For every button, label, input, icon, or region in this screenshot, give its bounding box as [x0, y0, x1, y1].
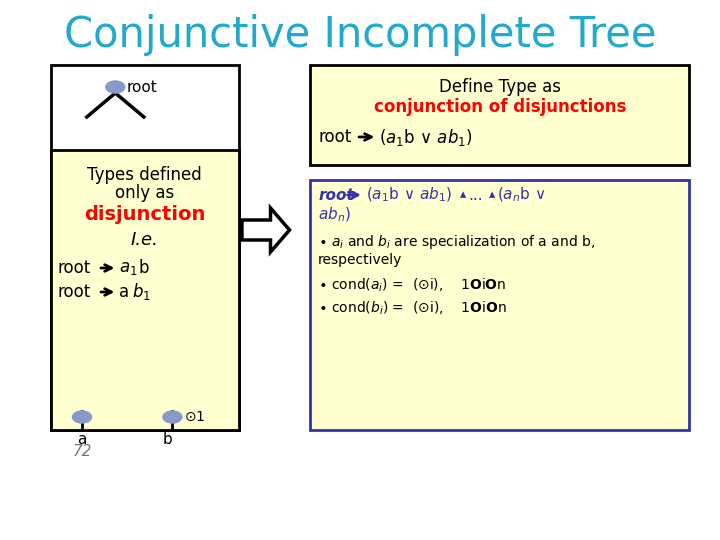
Text: root: root: [127, 79, 158, 94]
Text: $\odot$1: $\odot$1: [184, 410, 205, 424]
Text: b: b: [138, 259, 148, 277]
Text: $\bullet$ $a_i$ and $b_i$ are specialization of a and b,: $\bullet$ $a_i$ and $b_i$ are specializa…: [318, 233, 595, 251]
Text: ...: ...: [469, 187, 483, 202]
Text: $(a_1$b $\vee$ $ab_1)$: $(a_1$b $\vee$ $ab_1)$: [379, 126, 472, 147]
Text: $b_1$: $b_1$: [132, 281, 150, 302]
Text: $\bullet$ cond($b_i$) =  ($\odot$i),    1$\mathbf{O}$i$\mathbf{O}$n: $\bullet$ cond($b_i$) = ($\odot$i), 1$\m…: [318, 299, 507, 316]
Text: root: root: [57, 283, 91, 301]
Ellipse shape: [73, 411, 91, 423]
Ellipse shape: [106, 81, 125, 93]
Text: root: root: [318, 128, 351, 146]
Text: $\blacktriangle$: $\blacktriangle$: [487, 188, 496, 201]
Text: $(a_n$b $\vee$: $(a_n$b $\vee$: [497, 186, 545, 204]
Text: only as: only as: [115, 184, 174, 202]
Text: $a_1$: $a_1$: [119, 259, 138, 277]
FancyBboxPatch shape: [310, 65, 690, 165]
Text: conjunction of disjunctions: conjunction of disjunctions: [374, 98, 626, 116]
Text: Define Type as: Define Type as: [439, 78, 561, 96]
FancyBboxPatch shape: [310, 180, 690, 430]
Text: $(a_1$b $\vee$ $ab_1)$: $(a_1$b $\vee$ $ab_1)$: [366, 186, 451, 204]
Text: Types defined: Types defined: [87, 166, 202, 184]
Text: $\bullet$ cond($a_i$) =  ($\odot$i),    1$\mathbf{O}$i$\mathbf{O}$n: $\bullet$ cond($a_i$) = ($\odot$i), 1$\m…: [318, 276, 506, 294]
Text: $ab_n)$: $ab_n)$: [318, 206, 351, 224]
Text: root: root: [318, 187, 354, 202]
Text: 72: 72: [72, 444, 91, 460]
Polygon shape: [242, 208, 289, 252]
Ellipse shape: [163, 411, 182, 423]
Text: respectively: respectively: [318, 253, 402, 267]
FancyBboxPatch shape: [50, 150, 239, 430]
FancyBboxPatch shape: [50, 65, 239, 430]
Text: disjunction: disjunction: [84, 206, 205, 225]
Text: root: root: [57, 259, 91, 277]
Text: a: a: [77, 432, 86, 447]
Text: I.e.: I.e.: [131, 231, 159, 249]
Text: Conjunctive Incomplete Tree: Conjunctive Incomplete Tree: [64, 14, 656, 56]
Text: b: b: [163, 432, 173, 447]
Text: a: a: [119, 283, 130, 301]
Text: $\blacktriangle$: $\blacktriangle$: [459, 188, 467, 201]
